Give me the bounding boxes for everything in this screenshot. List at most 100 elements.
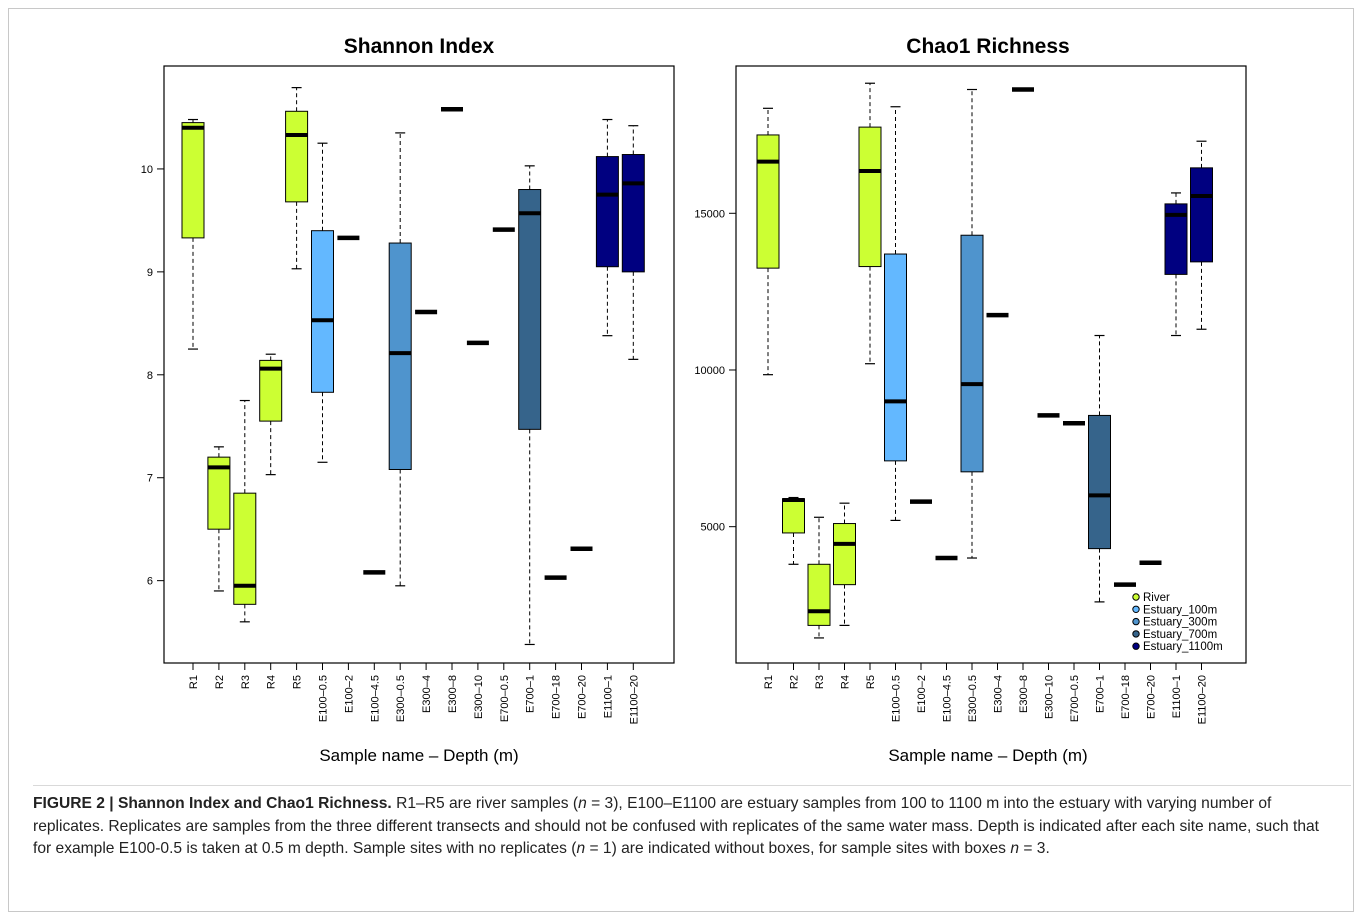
x-tick-label: E300–8 <box>447 675 459 713</box>
box-1 <box>782 496 805 565</box>
legend-marker <box>1132 630 1140 638</box>
iqr-box <box>1088 414 1111 550</box>
iqr-box <box>518 189 542 430</box>
x-tick-label: E700–20 <box>1146 675 1158 719</box>
box-3 <box>833 502 856 626</box>
y-tick-label: 8 <box>147 370 153 382</box>
y-tick-label: 9 <box>147 267 153 279</box>
box-17 <box>621 125 645 360</box>
caption-text-1: R1–R5 are river samples ( <box>391 795 579 812</box>
iqr-box <box>756 134 780 269</box>
legend-label: Estuary_700m <box>1143 629 1217 641</box>
legend-label: River <box>1143 592 1170 604</box>
caption-text-4: = 3. <box>1019 840 1050 857</box>
legend: RiverEstuary_100mEstuary_300mEstuary_700… <box>1132 592 1223 653</box>
x-tick-label: E300–10 <box>1044 675 1056 719</box>
box-2 <box>807 516 831 639</box>
x-tick-label: E300–4 <box>421 675 433 713</box>
x-tick-label: R2 <box>789 675 801 689</box>
x-tick-label: E100–0.5 <box>318 675 330 722</box>
x-tick-label: R1 <box>188 675 200 689</box>
iqr-box <box>233 492 257 605</box>
x-tick-label: E300–0.5 <box>395 675 407 722</box>
box-0 <box>756 107 780 376</box>
box-4 <box>858 82 882 365</box>
box-1 <box>207 446 231 592</box>
x-tick-label: E700–18 <box>1120 675 1132 719</box>
iqr-box <box>621 154 645 273</box>
box-0 <box>181 118 205 350</box>
iqr-box <box>259 359 283 422</box>
iqr-box <box>884 253 907 462</box>
y-tick-label: 5000 <box>701 522 725 534</box>
x-tick-label: E700–18 <box>551 675 563 719</box>
box-13 <box>1088 334 1111 603</box>
y-tick-label: 7 <box>147 473 153 485</box>
x-tick-label: E300–8 <box>1018 675 1030 713</box>
x-tick-label: R3 <box>240 675 252 689</box>
box-5 <box>884 106 907 522</box>
iqr-box <box>833 523 856 586</box>
iqr-box <box>782 498 805 534</box>
x-tick-label: E100–2 <box>916 675 928 713</box>
shannon-chart: Shannon Index Sample name – Depth (m) 6 7… <box>141 35 675 765</box>
box-4 <box>285 87 309 270</box>
figure-caption: FIGURE 2 | Shannon Index and Chao1 Richn… <box>33 793 1333 861</box>
x-tick-label: R4 <box>266 675 278 689</box>
y-tick-label: 10 <box>141 164 153 176</box>
legend-marker <box>1132 605 1140 613</box>
iqr-box <box>207 456 231 530</box>
y-tick-label: 6 <box>147 576 153 588</box>
x-tick-label: E300–10 <box>473 675 485 719</box>
y-tick-label: 15000 <box>694 208 725 220</box>
iqr-box <box>388 242 412 470</box>
x-axis-label: Sample name – Depth (m) <box>888 746 1087 765</box>
x-tick-label: E700–0.5 <box>499 675 511 722</box>
chao1-chart: Chao1 Richness Sample name – Depth (m) 5… <box>694 35 1247 765</box>
box-8 <box>388 132 412 587</box>
x-tick-label: R5 <box>292 675 304 689</box>
y-tick-label: 10000 <box>694 365 725 377</box>
x-tick-label: E1100–1 <box>1171 675 1183 718</box>
legend-marker <box>1132 617 1140 626</box>
caption-n-1: n <box>578 795 587 812</box>
box-16 <box>1164 192 1188 337</box>
x-axis-label: Sample name – Depth (m) <box>319 746 518 765</box>
x-tick-label: E700–1 <box>1095 675 1107 713</box>
x-tick-label: E1100–20 <box>1197 675 1209 724</box>
plot-frame <box>735 65 1247 664</box>
caption-text-2: = 3), E100–E1100 are estuary samples fro… <box>33 795 1320 857</box>
x-tick-label: E300–4 <box>993 675 1005 713</box>
caption-divider <box>33 785 1351 786</box>
x-tick-label: E700–1 <box>525 675 537 713</box>
iqr-box <box>1164 203 1188 275</box>
x-tick-label: R3 <box>814 675 826 689</box>
x-tick-label: R4 <box>840 675 852 689</box>
x-tick-label: E100–2 <box>343 675 355 713</box>
iqr-box <box>311 230 334 393</box>
legend-label: Estuary_300m <box>1143 617 1217 629</box>
x-tick-label: E1100–20 <box>628 675 640 724</box>
x-tick-label: R2 <box>214 675 226 689</box>
legend-label: Estuary_100m <box>1143 604 1217 616</box>
iqr-box <box>1190 167 1213 263</box>
x-tick-label: R1 <box>763 675 775 689</box>
iqr-box <box>858 126 882 268</box>
x-tick-label: R5 <box>865 675 877 689</box>
x-tick-label: E700–0.5 <box>1069 675 1081 722</box>
box-3 <box>259 353 283 476</box>
figure-panel: Shannon Index Sample name – Depth (m) 6 7… <box>8 8 1354 912</box>
iqr-box <box>181 122 205 239</box>
box-2 <box>233 399 257 623</box>
box-8 <box>960 88 984 559</box>
caption-label: FIGURE 2 | Shannon Index and Chao1 Richn… <box>33 795 392 812</box>
x-tick-label: E100–4.5 <box>942 675 954 722</box>
x-tick-label: E100–0.5 <box>891 675 903 722</box>
box-13 <box>518 165 542 646</box>
caption-n-3: n <box>1010 840 1019 857</box>
legend-marker <box>1132 593 1140 601</box>
legend-label: Estuary_1100m <box>1143 641 1223 653</box>
x-tick-label: E300–0.5 <box>967 675 979 722</box>
caption-text-3: = 1) are indicated without boxes, for sa… <box>585 840 1011 857</box>
chart-title: Shannon Index <box>344 35 495 58</box>
